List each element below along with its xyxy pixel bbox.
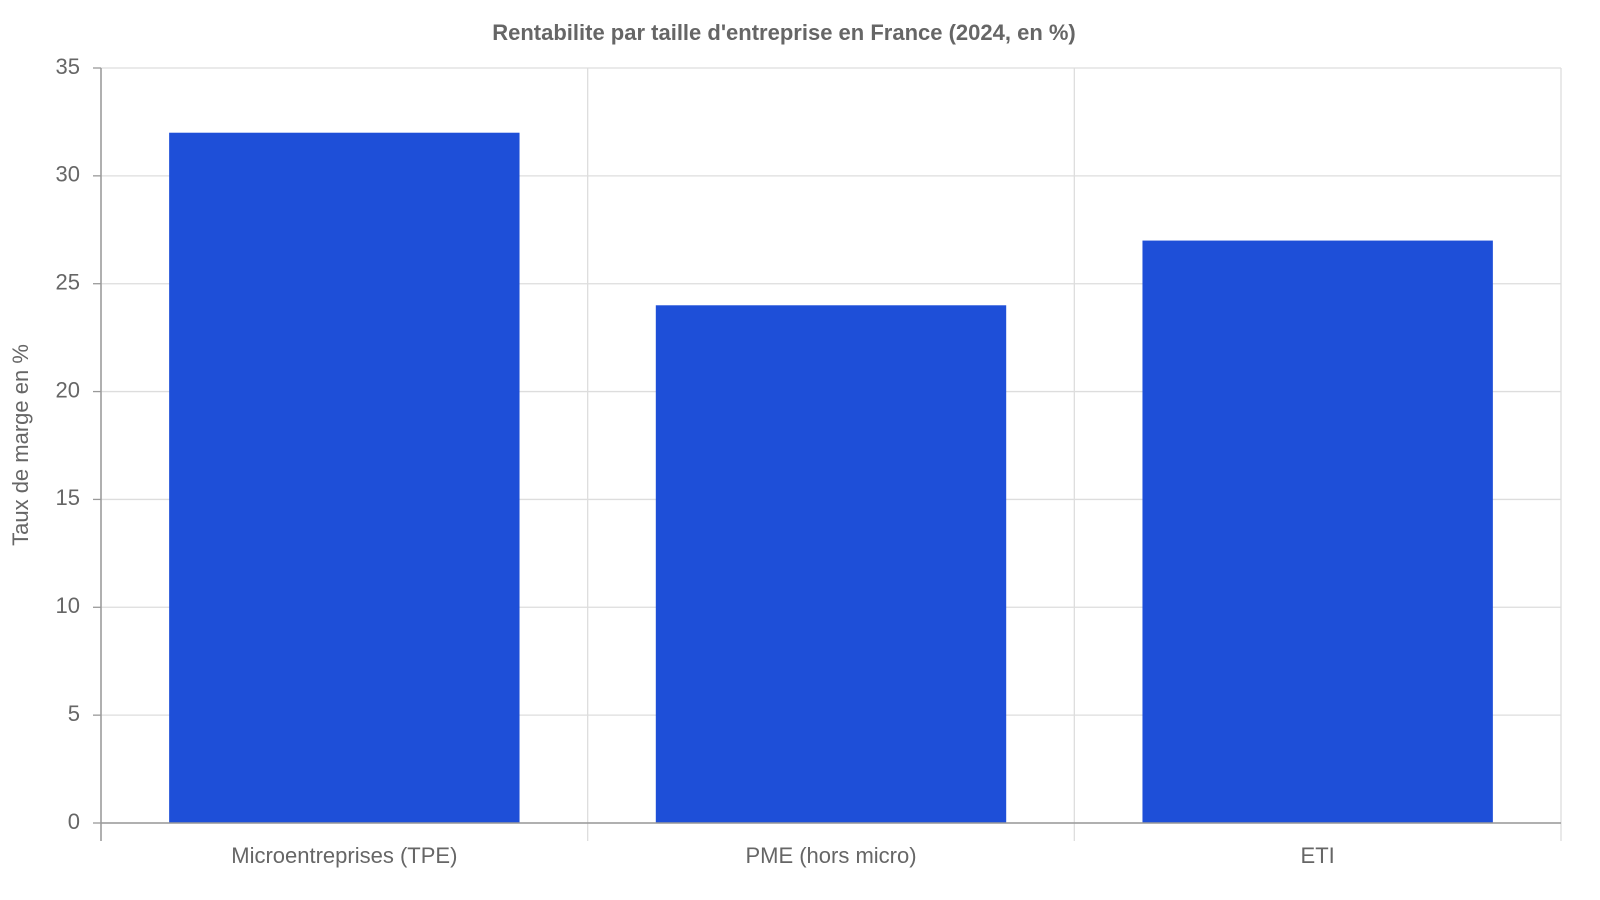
- y-tick-label: 25: [56, 270, 80, 295]
- y-tick-label: 20: [56, 377, 80, 402]
- x-tick-label: Microentreprises (TPE): [231, 843, 457, 868]
- y-tick-label: 35: [56, 54, 80, 79]
- y-tick-label: 30: [56, 162, 80, 187]
- y-tick-label: 15: [56, 485, 80, 510]
- x-tick-label: ETI: [1301, 843, 1335, 868]
- bar: [1142, 240, 1493, 824]
- x-tick-label: PME (hors micro): [745, 843, 916, 868]
- y-axis-label: Taux de marge en %: [8, 344, 33, 546]
- bar: [169, 132, 520, 823]
- chart-title: Rentabilite par taille d'entreprise en F…: [492, 20, 1076, 45]
- bar: [655, 305, 1007, 823]
- y-tick-label: 5: [68, 701, 80, 726]
- y-tick-label: 0: [68, 809, 80, 834]
- y-tick-label: 10: [56, 593, 80, 618]
